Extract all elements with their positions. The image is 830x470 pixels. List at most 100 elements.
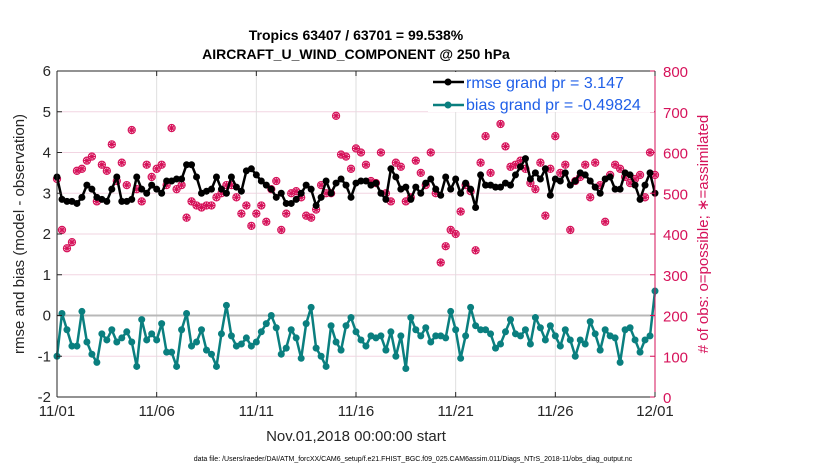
obs-assimilated-marker bbox=[277, 226, 285, 234]
obs-point bbox=[331, 111, 341, 120]
obs-assimilated-marker bbox=[531, 185, 539, 193]
bias-point bbox=[247, 342, 255, 350]
obs-assimilated-marker bbox=[98, 161, 106, 169]
obs-assimilated-marker bbox=[417, 169, 425, 177]
obs-point bbox=[87, 152, 97, 161]
bias-point bbox=[148, 330, 156, 338]
rmse-point bbox=[526, 175, 534, 183]
obs-possible-marker bbox=[272, 176, 281, 186]
obs-assimilated-marker bbox=[312, 206, 320, 214]
obs-assimilated-marker bbox=[198, 204, 206, 212]
obs-assimilated-marker bbox=[272, 177, 280, 185]
bias-point bbox=[133, 362, 141, 370]
obs-assimilated-marker bbox=[252, 210, 260, 218]
obs-assimilated-marker bbox=[153, 165, 161, 173]
bias-point bbox=[207, 350, 215, 358]
rmse-point bbox=[506, 181, 514, 189]
bias-point bbox=[516, 332, 524, 340]
obs-assimilated-marker bbox=[392, 159, 400, 167]
obs-assimilated-marker bbox=[227, 181, 235, 189]
rmse-point bbox=[78, 193, 86, 201]
y-axis-label: rmse and bias (model - observation) bbox=[11, 114, 28, 354]
bias-point bbox=[631, 336, 639, 344]
obs-point bbox=[57, 225, 67, 235]
obs-assimilated-marker bbox=[586, 193, 594, 201]
bias-point bbox=[387, 328, 395, 336]
obs-point bbox=[586, 193, 595, 202]
bias-point bbox=[402, 364, 410, 372]
obs-assimilated-marker bbox=[148, 173, 156, 181]
bias-point bbox=[576, 336, 584, 344]
obs-possible-marker bbox=[137, 197, 146, 206]
obs-possible-marker bbox=[62, 244, 72, 253]
rmse-point bbox=[227, 173, 235, 181]
y-tick-label: 3 bbox=[43, 185, 51, 202]
bias-point bbox=[143, 336, 151, 344]
rmse-point bbox=[566, 181, 574, 189]
bias-point bbox=[222, 301, 230, 309]
bias-point bbox=[262, 320, 270, 328]
obs-possible-marker bbox=[571, 176, 580, 186]
obs-assimilated-marker bbox=[143, 161, 151, 169]
bias-point bbox=[417, 332, 425, 340]
rmse-point bbox=[222, 189, 230, 197]
obs-point bbox=[117, 158, 126, 167]
obs-assimilated-marker bbox=[631, 175, 639, 183]
bias-point bbox=[352, 328, 360, 336]
obs-point bbox=[177, 180, 186, 190]
rmse-point bbox=[571, 177, 579, 185]
rmse-point bbox=[178, 175, 186, 183]
rmse-point bbox=[427, 175, 435, 183]
rmse-point bbox=[482, 181, 490, 189]
obs-possible-marker bbox=[391, 158, 401, 167]
obs-assimilated-marker bbox=[83, 157, 91, 165]
obs-point bbox=[486, 168, 495, 178]
obs-point bbox=[566, 225, 575, 235]
y2-tick-label: 700 bbox=[663, 105, 688, 122]
obs-possible-marker bbox=[157, 160, 166, 169]
x-tick-label: 11/06 bbox=[138, 403, 174, 420]
y-tick-label: 1 bbox=[43, 267, 51, 284]
obs-assimilated-marker bbox=[472, 246, 480, 254]
obs-assimilated-marker bbox=[387, 197, 395, 205]
bias-point bbox=[581, 340, 589, 348]
obs-assimilated-marker bbox=[437, 259, 445, 267]
rmse-point bbox=[646, 169, 654, 177]
rmse-point bbox=[173, 175, 181, 183]
legend-box bbox=[428, 72, 654, 112]
obs-assimilated-marker bbox=[596, 181, 604, 189]
bias-point bbox=[531, 314, 539, 322]
obs-assimilated-marker bbox=[332, 112, 340, 120]
obs-possible-marker bbox=[237, 209, 246, 218]
rmse-point bbox=[536, 175, 544, 183]
obs-possible-marker bbox=[615, 164, 625, 173]
obs-point bbox=[561, 160, 570, 169]
rmse-point bbox=[312, 201, 320, 209]
obs-assimilated-marker bbox=[123, 181, 131, 189]
bias-point bbox=[158, 320, 166, 328]
left-y-ticks: -2 -1 0 1 2 3 4 5 6 bbox=[38, 63, 62, 406]
x-tick-label: 11/11 bbox=[239, 403, 274, 420]
x-ticks: 11/01 11/06 11/11 11/16 11/21 11/26 12/01 bbox=[39, 71, 674, 420]
rmse-point bbox=[257, 177, 265, 185]
obs-point bbox=[601, 217, 610, 226]
rmse-point bbox=[322, 177, 330, 185]
obs-assimilated-marker bbox=[551, 132, 559, 140]
legend: rmse grand pr = 3.147 bias grand pr = -0… bbox=[428, 72, 654, 114]
obs-possible-marker bbox=[456, 207, 465, 216]
obs-assimilated-marker bbox=[183, 214, 191, 222]
obs-assimilated-marker bbox=[207, 201, 215, 209]
bias-point bbox=[646, 332, 654, 340]
bias-point bbox=[118, 334, 126, 342]
obs-assimilated-marker bbox=[511, 161, 519, 169]
obs-possible-marker bbox=[441, 242, 450, 251]
obs-assimilated-marker bbox=[521, 165, 529, 173]
rmse-point bbox=[153, 185, 161, 193]
obs-assimilated-marker bbox=[516, 157, 524, 165]
y-tick-label: -2 bbox=[38, 389, 51, 406]
bias-point bbox=[188, 342, 196, 350]
obs-possible-marker bbox=[212, 193, 221, 202]
rmse-point bbox=[412, 183, 420, 191]
obs-point bbox=[82, 156, 92, 165]
bias-point bbox=[556, 342, 564, 350]
